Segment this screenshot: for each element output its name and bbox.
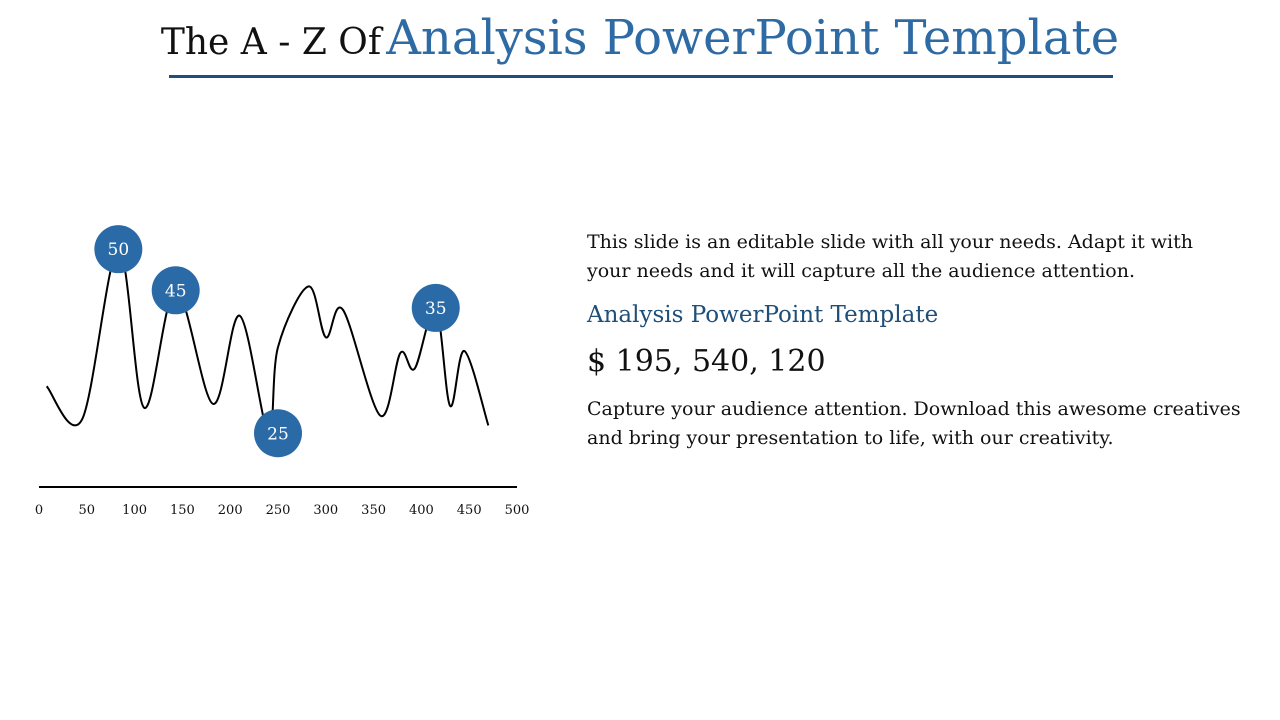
marker-circle <box>94 225 143 274</box>
marker-circle <box>411 283 460 332</box>
x-tick-label: 450 <box>457 503 482 518</box>
line-chart: 0 50 100 150 200 250 300 350 400 450 500 50 45 25 35 <box>35 225 530 518</box>
marker-circle <box>254 409 302 458</box>
text-panel: This slide is an editable slide with all… <box>587 228 1257 453</box>
x-tick-label: 250 <box>266 503 291 518</box>
x-tick-label: 300 <box>313 503 338 518</box>
title-main: Analysis PowerPoint Template <box>386 10 1120 66</box>
data-marker: 35 <box>411 283 460 332</box>
amount-value: $ 195, 540, 120 <box>587 344 826 379</box>
data-markers: 50 45 25 35 <box>94 225 460 458</box>
data-marker: 25 <box>254 409 302 458</box>
x-tick-label: 400 <box>409 503 434 518</box>
x-tick-label: 350 <box>361 503 386 518</box>
marker-label: 35 <box>425 299 447 319</box>
marker-label: 25 <box>267 424 289 444</box>
x-tick-label: 500 <box>505 503 530 518</box>
title-underline <box>169 75 1113 78</box>
footer-text: Capture your audience attention. Downloa… <box>587 398 1241 449</box>
x-tick-label: 200 <box>218 503 243 518</box>
data-marker: 50 <box>94 225 143 274</box>
panel-subtitle: Analysis PowerPoint Template <box>587 302 939 328</box>
slide-title: The A - Z Of Analysis PowerPoint Templat… <box>0 10 1280 66</box>
marker-circle <box>151 266 200 315</box>
marker-label: 50 <box>108 240 130 260</box>
description-text: This slide is an editable slide with all… <box>587 231 1193 282</box>
series-line <box>45 248 490 435</box>
marker-label: 45 <box>165 281 187 301</box>
x-tick-label: 150 <box>170 503 195 518</box>
x-tick-labels: 0 50 100 150 200 250 300 350 400 450 500 <box>35 503 530 518</box>
x-tick-label: 50 <box>79 503 96 518</box>
data-marker: 45 <box>151 266 200 315</box>
x-tick-label: 100 <box>122 503 147 518</box>
title-prefix: The A - Z Of <box>160 22 382 63</box>
x-tick-label: 0 <box>35 503 43 518</box>
